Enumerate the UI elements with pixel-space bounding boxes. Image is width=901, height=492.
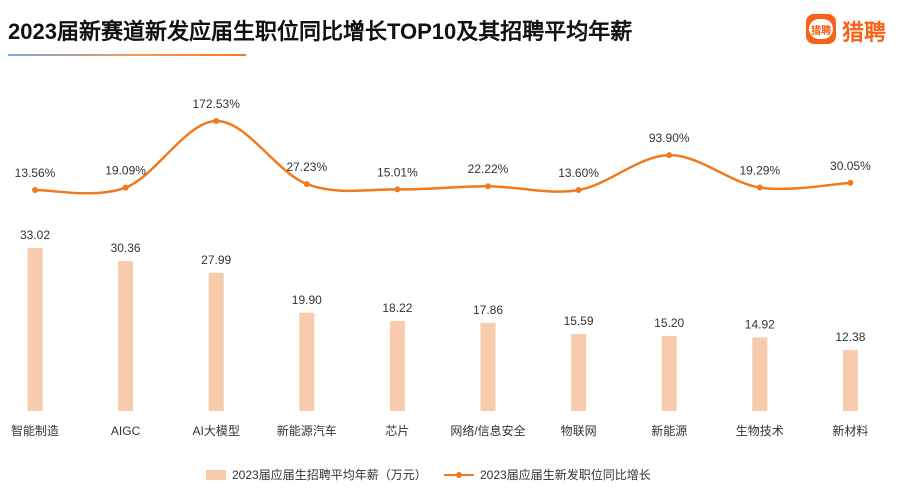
combo-chart: 33.02 30.36 27.99 19.90 18.22 17.86 15.59 15.20… <box>11 97 871 438</box>
bar-value-label: 15.20 <box>654 316 684 330</box>
category-label: AI大模型 <box>193 424 240 438</box>
legend-line-swatch <box>444 470 474 480</box>
line-value-label: 93.90% <box>649 131 690 145</box>
bar-value-label: 17.86 <box>473 303 503 317</box>
line-value-label: 19.29% <box>739 164 780 178</box>
line-path <box>34 119 851 195</box>
line-point <box>575 186 582 193</box>
line-point <box>303 181 310 188</box>
line-point <box>122 184 129 191</box>
line-point <box>847 179 854 186</box>
legend-bar-swatch <box>206 469 226 480</box>
line-value-labels: 13.56% 19.09% 172.53% 27.23% 15.01% 22.22% 13.… <box>15 97 871 180</box>
bar-series <box>27 248 858 411</box>
line-point <box>213 118 220 125</box>
bar-value-label: 12.38 <box>835 330 865 344</box>
bar <box>299 312 315 411</box>
legend-bar-label: 2023届应届生招聘平均年薪（万元） <box>232 468 427 482</box>
legend-item-line: 2023届应届生新发职位同比增长 <box>444 466 651 483</box>
category-label: AIGC <box>111 424 141 438</box>
line-value-label: 22.22% <box>468 162 509 176</box>
bar-value-label: 18.22 <box>382 301 412 315</box>
legend: 2023届应届生招聘平均年薪（万元） 2023届应届生新发职位同比增长 <box>0 466 901 486</box>
line-point <box>394 186 401 193</box>
line-value-label: 15.01% <box>377 165 418 179</box>
category-label: 智能制造 <box>11 423 59 438</box>
header: 2023届新赛道新发应届生职位同比增长TOP10及其招聘平均年薪 猎聘 猎聘 <box>0 0 901 60</box>
line-series <box>32 118 854 195</box>
logo-badge-icon: 猎聘 <box>806 14 836 44</box>
bar-value-label: 19.90 <box>292 293 322 307</box>
bar-value-label: 15.59 <box>564 314 594 328</box>
logo-badge-text: 猎聘 <box>809 19 833 39</box>
category-label: 新能源汽车 <box>277 423 337 438</box>
bar-value-label: 30.36 <box>111 241 141 255</box>
line-point <box>485 183 491 190</box>
legend-item-bar: 2023届应届生招聘平均年薪（万元） <box>206 466 427 483</box>
title-underline <box>8 54 246 56</box>
bar <box>752 337 768 411</box>
category-label: 网络/信息安全 <box>450 423 525 438</box>
line-point <box>756 184 763 191</box>
category-labels: 智能制造 AIGC AI大模型 新能源汽车 芯片 网络/信息安全 物联网 新能源 生物技术 新材料 <box>11 423 868 438</box>
bar-value-label: 33.02 <box>20 228 50 242</box>
bar <box>208 272 224 411</box>
category-label: 新材料 <box>832 423 868 438</box>
bar <box>480 322 496 411</box>
category-label: 新能源 <box>651 423 687 438</box>
bar-value-label: 14.92 <box>745 317 775 331</box>
category-label: 芯片 <box>385 424 409 438</box>
bar <box>389 321 405 411</box>
bar <box>661 335 677 411</box>
line-value-label: 30.05% <box>830 159 871 173</box>
logo-text: 猎聘 <box>842 20 887 45</box>
line-point <box>666 152 673 159</box>
bar <box>27 248 43 411</box>
line-value-label: 13.60% <box>558 166 599 180</box>
line-value-label: 27.23% <box>286 160 327 174</box>
line-value-label: 19.09% <box>105 164 146 178</box>
chart-title: 2023届新赛道新发应届生职位同比增长TOP10及其招聘平均年薪 <box>8 19 633 44</box>
legend-line-label: 2023届应届生新发职位同比增长 <box>480 468 651 482</box>
bar-value-labels: 33.02 30.36 27.99 19.90 18.22 17.86 15.59 15.20… <box>20 228 866 344</box>
category-label: 物联网 <box>561 424 597 438</box>
bar <box>842 349 858 411</box>
category-label: 生物技术 <box>736 424 784 438</box>
line-point <box>32 187 38 193</box>
line-value-label: 13.56% <box>15 166 56 180</box>
line-value-label: 172.53% <box>193 97 241 111</box>
liepin-logo: 猎聘 猎聘 <box>806 12 896 46</box>
bar <box>118 261 134 411</box>
bar-value-label: 27.99 <box>201 253 231 267</box>
bar <box>571 334 587 411</box>
